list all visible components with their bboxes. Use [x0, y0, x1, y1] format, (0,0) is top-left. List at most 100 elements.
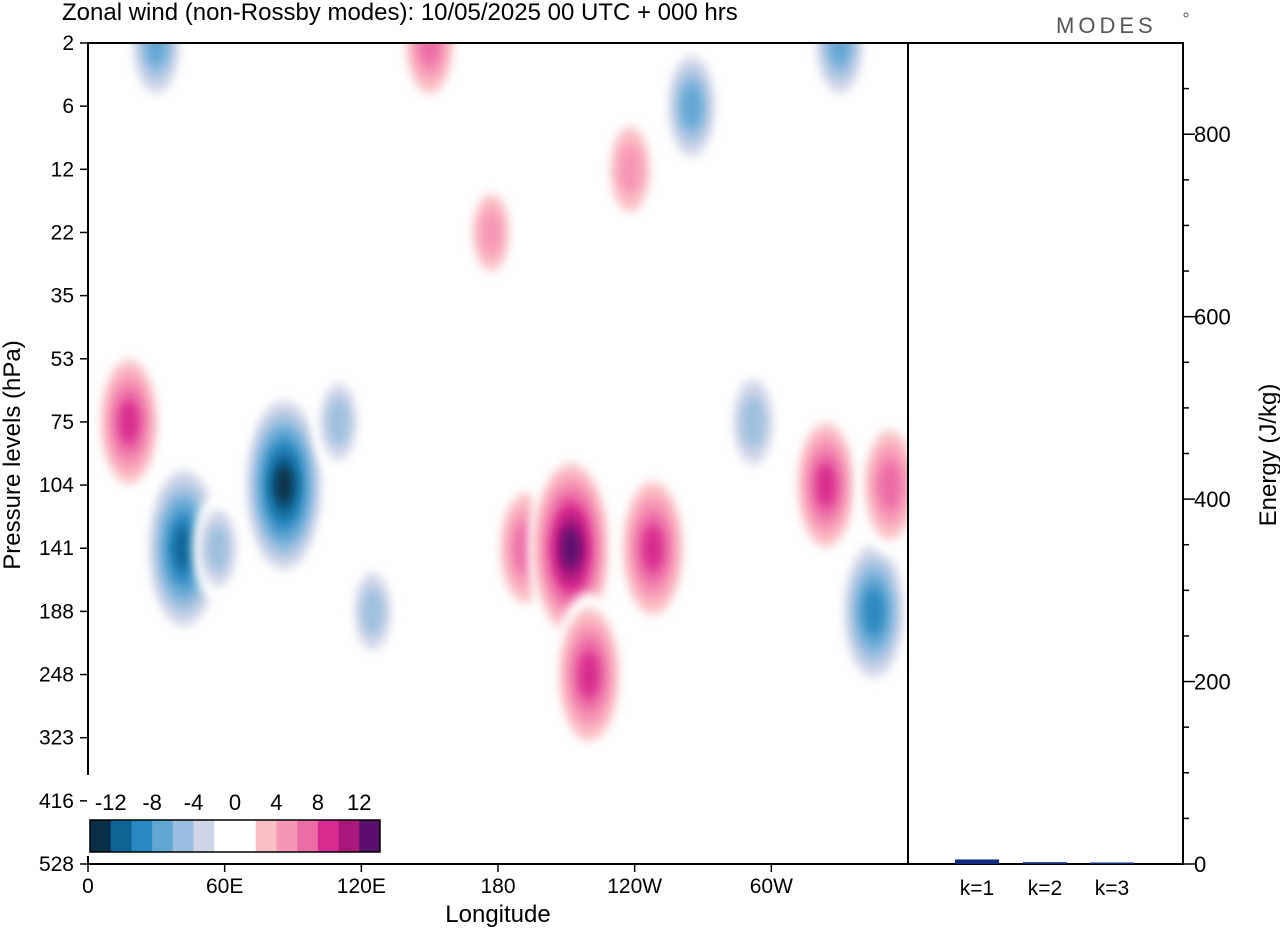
colorbar-tick-label: -12 — [95, 790, 127, 815]
y-tick-label: 416 — [39, 790, 74, 813]
contour-level — [480, 208, 503, 257]
wind-anomaly-blob — [241, 387, 327, 583]
y-tick-label: 104 — [39, 474, 74, 497]
colorbar-swatch — [152, 820, 174, 852]
contour-level — [741, 395, 766, 449]
y-tick-label: 6 — [62, 95, 74, 118]
wind-anomaly-blob — [662, 43, 722, 171]
brand-logo: MODES — [1056, 13, 1157, 38]
energy-y-axis: 0 200 400 600 800 — [1183, 87, 1231, 877]
x-tick-label: 60W — [750, 875, 793, 898]
y-tick-label: 2 — [62, 32, 74, 55]
contour-level — [274, 464, 293, 506]
energy-frame — [907, 42, 1184, 865]
x-tick-label: 120E — [337, 875, 386, 898]
brand-mark — [1183, 12, 1189, 18]
y-tick-label: 528 — [39, 853, 74, 876]
wind-anomaly-blob — [347, 557, 398, 665]
energy-bar — [955, 859, 999, 864]
colorbar-swatch — [172, 820, 194, 852]
chart-title: Zonal wind (non-Rossby modes): 10/05/202… — [62, 0, 738, 26]
wind-anomaly-blob — [466, 178, 517, 286]
x-tick-label: 60E — [206, 875, 243, 898]
colorbar-swatch — [359, 820, 381, 852]
wind-anomaly-blob — [192, 494, 243, 602]
contour-level — [642, 525, 664, 572]
energy-bar-chart: 0 200 400 600 800 k=1 k=2 k=3 Energy (J/kg) — [907, 42, 1280, 900]
x-tick-label: 180 — [480, 875, 515, 898]
heatmap-background — [88, 43, 908, 864]
wind-anomaly-blob — [553, 593, 626, 756]
energy-tick-label: 400 — [1194, 487, 1231, 512]
colorbar-swatch — [235, 820, 257, 852]
wind-anomaly-blob — [400, 43, 460, 108]
contour-level — [327, 398, 350, 446]
heatmap-y-axis: 2 6 12 22 35 53 75 104 141 188 248 323 416 528 — [39, 32, 88, 876]
energy-category-label: k=1 — [960, 877, 994, 900]
energy-x-axis: k=1 k=2 k=3 — [960, 877, 1129, 900]
colorbar-swatch — [338, 820, 360, 852]
wind-anomaly-blob — [616, 467, 689, 630]
contour-level — [681, 83, 702, 129]
energy-category-label: k=2 — [1028, 877, 1062, 900]
wind-anomaly-blob — [810, 43, 870, 108]
x-tick-label: 120W — [607, 875, 662, 898]
colorbar-swatch — [214, 820, 236, 852]
y-axis-label: Pressure levels (hPa) — [0, 340, 26, 569]
y-tick-label: 323 — [39, 727, 74, 750]
energy-bars — [955, 859, 1134, 864]
y-tick-label: 35 — [51, 285, 74, 308]
y-tick-label: 248 — [39, 664, 74, 687]
energy-tick-label: 800 — [1194, 122, 1231, 147]
y-tick-label: 53 — [51, 348, 74, 371]
contour-level — [561, 527, 580, 569]
contour-level — [146, 43, 167, 66]
wind-anomaly-blob — [126, 43, 186, 108]
x-tick-label: 0 — [82, 875, 94, 898]
y-tick-label: 141 — [39, 537, 74, 560]
wind-anomaly-blob — [792, 409, 860, 561]
contour-level — [206, 524, 229, 573]
colorbar-swatch — [297, 820, 319, 852]
energy-tick-label: 0 — [1194, 852, 1206, 877]
y-tick-label: 188 — [39, 600, 74, 623]
colorbar-tick-label: -8 — [142, 790, 162, 815]
contour-level — [119, 400, 139, 444]
wind-anomaly-blob — [858, 415, 908, 556]
y-tick-label: 22 — [51, 221, 74, 244]
colorbar-swatch — [193, 820, 215, 852]
wind-anomaly-blob — [725, 362, 781, 481]
contour-level — [618, 143, 643, 196]
contour-level — [829, 43, 850, 66]
colorbar-swatch — [317, 820, 339, 852]
contour-level — [863, 588, 885, 635]
colorbar-swatch — [131, 820, 153, 852]
contour-level — [361, 587, 384, 636]
energy-bar — [1090, 862, 1134, 864]
colorbar-tick-label: 0 — [229, 790, 241, 815]
colorbar: -12 -8 -4 0 4 8 12 — [87, 775, 383, 856]
contour-level — [419, 43, 440, 66]
colorbar-frame — [89, 819, 381, 853]
y-tick-label: 75 — [51, 411, 74, 434]
contour-level — [816, 463, 836, 507]
colorbar-swatch — [90, 820, 112, 852]
contour-level — [878, 460, 901, 510]
colorbar-tick-label: 12 — [347, 790, 371, 815]
y-tick-label: 12 — [51, 158, 74, 181]
colorbar-swatch — [255, 820, 277, 852]
energy-bar — [1023, 862, 1067, 864]
energy-tick-label: 600 — [1194, 305, 1231, 330]
x-axis-label: Longitude — [445, 901, 550, 928]
heatmap-contours — [95, 43, 908, 756]
colorbar-swatch — [110, 820, 132, 852]
wind-anomaly-blob — [95, 346, 163, 498]
contour-level — [578, 651, 600, 698]
wind-anomaly-blob — [313, 368, 364, 476]
energy-y-axis-label: Energy (J/kg) — [1255, 384, 1280, 527]
colorbar-tick-label: 8 — [312, 790, 324, 815]
wind-anomaly-blob — [602, 110, 658, 229]
colorbar-tick-label: 4 — [270, 790, 282, 815]
energy-category-label: k=3 — [1095, 877, 1129, 900]
